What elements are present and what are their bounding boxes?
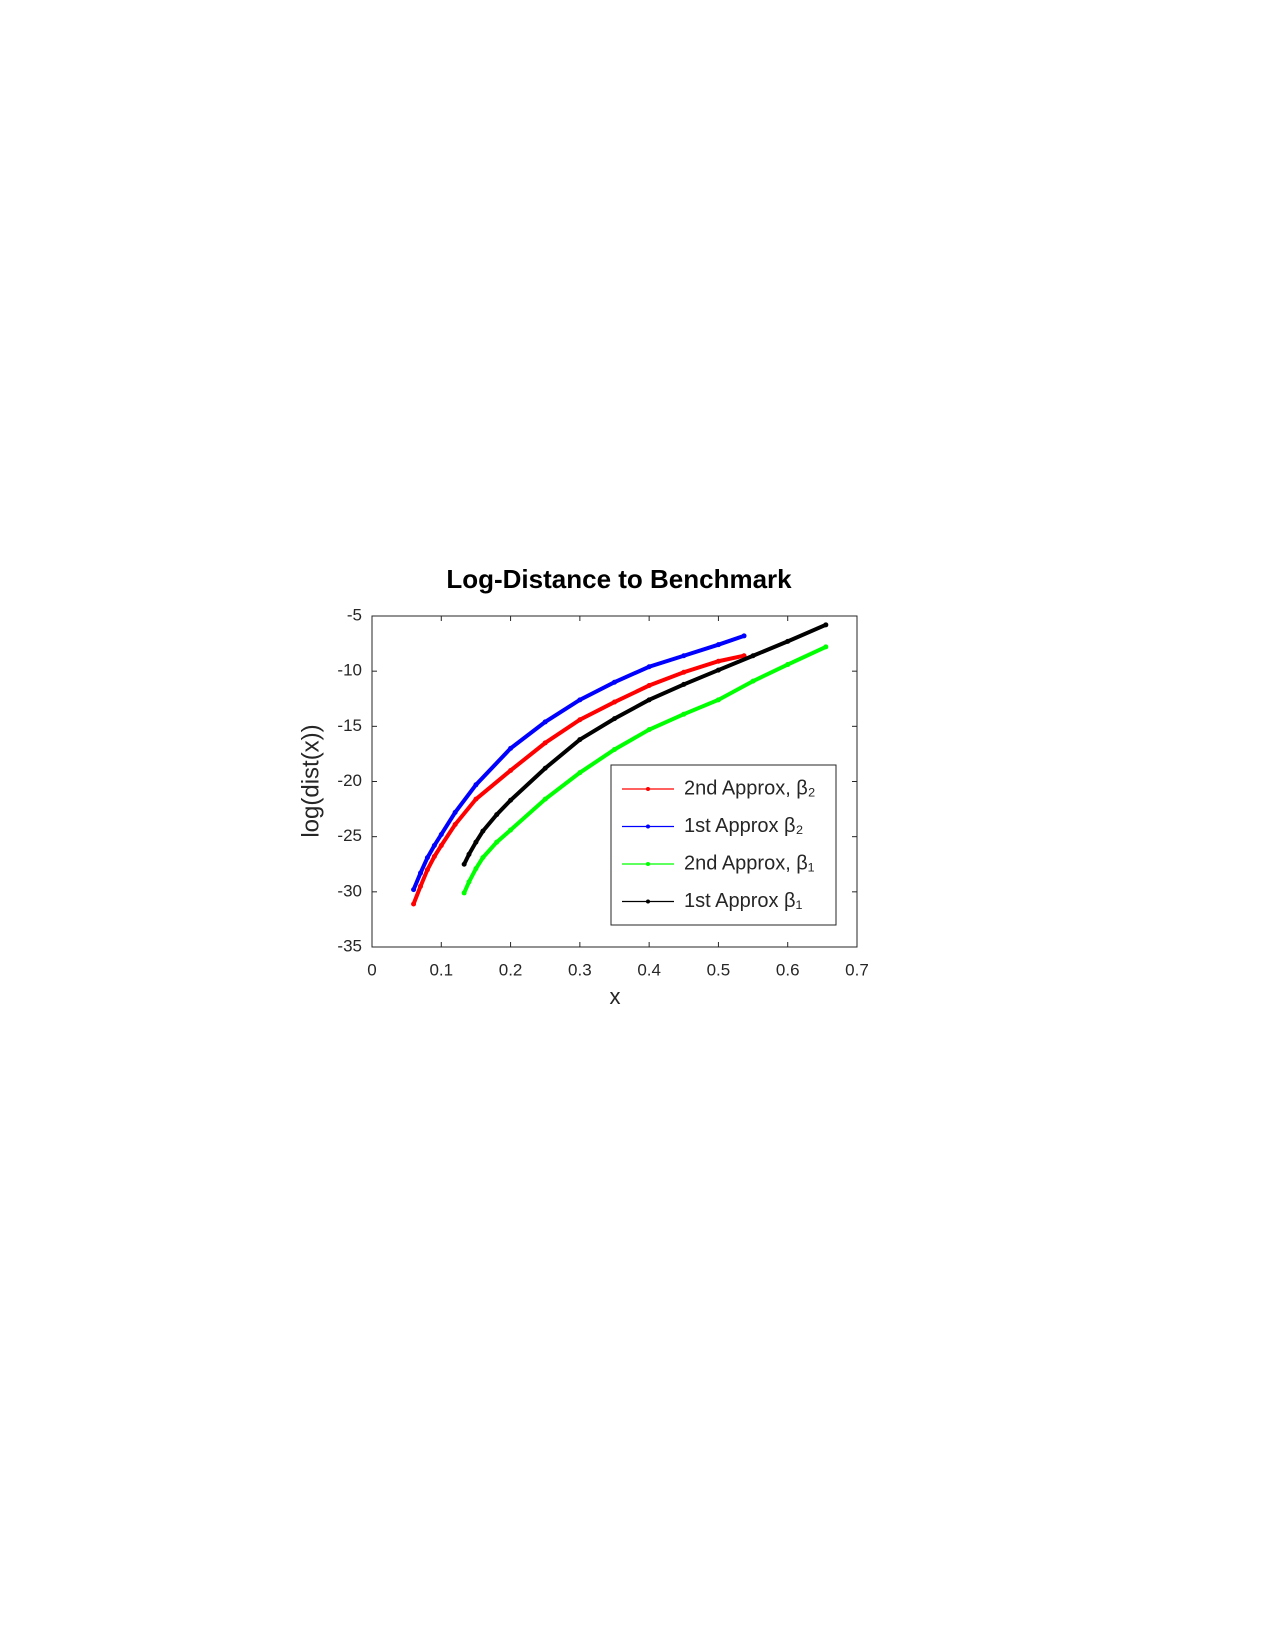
x-tick-label: 0.6 bbox=[776, 960, 800, 979]
data-point bbox=[823, 644, 829, 650]
data-point bbox=[785, 662, 791, 668]
data-point bbox=[681, 711, 687, 717]
data-point bbox=[508, 745, 514, 751]
data-point bbox=[466, 879, 472, 885]
x-tick-label: 0 bbox=[367, 960, 376, 979]
data-point bbox=[466, 851, 472, 857]
data-point bbox=[542, 796, 548, 802]
data-point bbox=[494, 839, 500, 845]
data-point bbox=[431, 842, 437, 848]
y-axis-label: log(dist(x)) bbox=[297, 724, 324, 837]
data-point bbox=[473, 796, 479, 802]
data-point bbox=[823, 622, 829, 628]
x-axis-label: x bbox=[610, 984, 621, 1009]
data-point bbox=[461, 890, 467, 896]
data-point bbox=[508, 827, 514, 833]
legend-marker bbox=[646, 899, 650, 904]
data-point bbox=[612, 679, 617, 685]
data-point bbox=[577, 770, 583, 776]
data-point bbox=[646, 664, 652, 670]
data-point bbox=[646, 683, 652, 689]
data-point bbox=[715, 697, 721, 703]
data-point bbox=[715, 667, 721, 673]
data-point bbox=[681, 669, 687, 675]
data-point bbox=[741, 633, 747, 639]
data-point bbox=[750, 653, 756, 659]
legend-box bbox=[610, 764, 837, 926]
legend-label: 1st Approx β₁ bbox=[684, 890, 803, 912]
data-point bbox=[452, 822, 458, 828]
data-point bbox=[577, 697, 583, 703]
data-point bbox=[418, 870, 423, 876]
data-point bbox=[612, 699, 617, 705]
data-point bbox=[646, 727, 652, 733]
x-tick-label: 0.1 bbox=[429, 960, 453, 979]
data-point bbox=[418, 883, 423, 889]
legend-label: 1st Approx β₂ bbox=[684, 815, 803, 837]
x-tick-label: 0.2 bbox=[499, 960, 523, 979]
data-point bbox=[715, 642, 721, 648]
chart-title: Log-Distance to Benchmark bbox=[446, 564, 792, 594]
x-tick-label: 0.3 bbox=[568, 960, 592, 979]
data-point bbox=[473, 782, 479, 788]
y-tick-label: -35 bbox=[337, 936, 362, 955]
data-point bbox=[461, 861, 467, 867]
y-tick-label: -5 bbox=[347, 605, 362, 624]
data-point bbox=[411, 901, 417, 907]
legend-marker bbox=[646, 862, 650, 866]
data-point bbox=[681, 681, 687, 687]
data-point bbox=[431, 854, 437, 860]
data-point bbox=[612, 747, 617, 753]
legend-label: 2nd Approx, β₁ bbox=[684, 852, 815, 874]
data-point bbox=[424, 855, 430, 861]
data-point bbox=[480, 855, 486, 861]
data-point bbox=[452, 809, 458, 815]
data-point bbox=[542, 740, 548, 746]
legend-marker bbox=[646, 787, 650, 791]
data-point bbox=[473, 866, 479, 872]
y-tick-label: -10 bbox=[337, 661, 362, 680]
data-point bbox=[577, 737, 583, 743]
data-point bbox=[542, 765, 548, 771]
data-point bbox=[785, 638, 791, 644]
data-point bbox=[438, 831, 444, 837]
data-point bbox=[480, 828, 486, 834]
data-point bbox=[424, 867, 430, 873]
x-tick-label: 0.7 bbox=[845, 960, 869, 979]
data-point bbox=[473, 839, 479, 845]
data-point bbox=[612, 716, 617, 722]
legend-label: 2nd Approx, β₂ bbox=[684, 777, 816, 799]
x-tick-label: 0.5 bbox=[707, 960, 731, 979]
data-point bbox=[438, 842, 444, 848]
x-tick-label: 0.4 bbox=[637, 960, 661, 979]
data-point bbox=[508, 797, 514, 803]
data-point bbox=[508, 767, 514, 773]
y-tick-label: -30 bbox=[337, 881, 362, 900]
data-point bbox=[577, 717, 583, 723]
legend-marker bbox=[646, 824, 650, 829]
data-point bbox=[646, 697, 652, 703]
data-point bbox=[681, 653, 687, 659]
data-point bbox=[542, 719, 548, 725]
data-point bbox=[494, 812, 500, 818]
y-tick-label: -20 bbox=[337, 771, 362, 790]
y-tick-label: -15 bbox=[337, 716, 362, 735]
data-point bbox=[750, 678, 756, 684]
data-point bbox=[715, 658, 721, 664]
y-tick-label: -25 bbox=[337, 826, 362, 845]
data-point bbox=[411, 887, 417, 893]
